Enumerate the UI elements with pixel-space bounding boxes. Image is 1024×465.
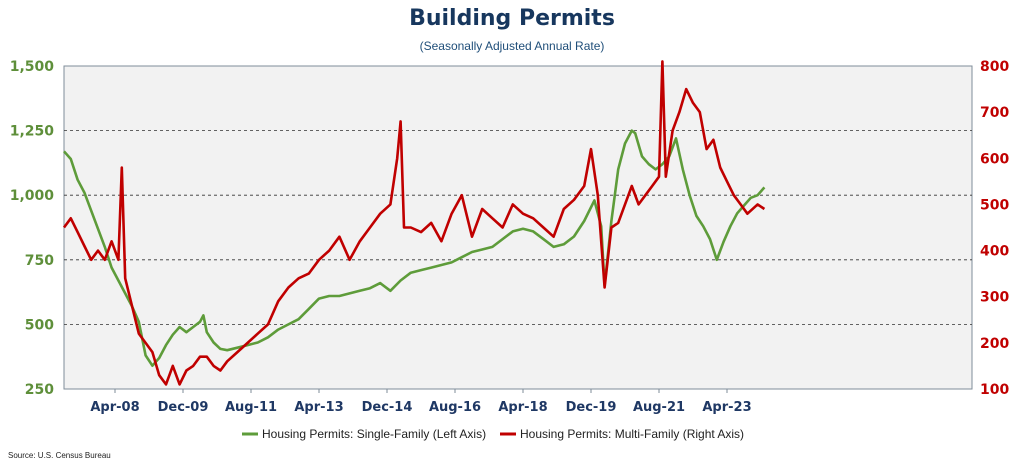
x-tick-label: Dec-09 [158,400,209,415]
legend-label: Housing Permits: Multi-Family (Right Axi… [520,427,744,441]
y-right-tick-label: 500 [980,197,1009,213]
y-right-tick-label: 200 [980,336,1009,352]
y-right-tick-label: 600 [980,151,1009,167]
x-tick-label: Apr-08 [90,400,139,415]
x-tick-label: Dec-14 [362,400,413,415]
y-right-tick-label: 400 [980,244,1009,260]
y-left-tick-label: 1,250 [10,124,55,140]
y-left-tick-label: 500 [25,317,54,333]
plot-area [63,65,973,390]
y-left-tick-label: 250 [25,382,54,398]
y-left-tick-label: 1,000 [10,188,55,204]
x-tick-label: Aug-21 [633,400,685,415]
series-line-multi-family [62,60,766,386]
y-left-tick-label: 1,500 [10,59,55,75]
x-tick-label: Aug-11 [225,400,277,415]
y-right-tick-label: 700 [980,105,1009,121]
source-note: Source: U.S. Census Bureau [8,451,111,460]
x-tick-label: Apr-13 [294,400,343,415]
chart-title: Building Permits [409,6,615,31]
chart-subtitle: (Seasonally Adjusted Annual Rate) [419,39,605,53]
y-left-tick-label: 750 [25,253,54,269]
y-right-tick-label: 800 [980,59,1009,75]
y-right-tick-label: 100 [980,382,1009,398]
x-tick-label: Dec-19 [566,400,617,415]
x-tick-label: Aug-16 [429,400,481,415]
legend-label: Housing Permits: Single-Family (Left Axi… [262,427,486,441]
y-right-tick-label: 300 [980,290,1009,306]
x-tick-label: Apr-23 [702,400,751,415]
x-tick-label: Apr-18 [498,400,547,415]
